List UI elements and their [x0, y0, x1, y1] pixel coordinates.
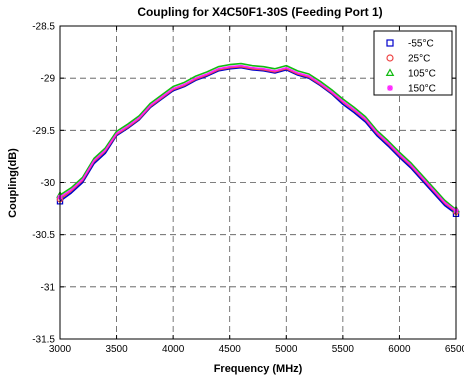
x-tick-label: 6000 — [388, 344, 411, 355]
series-line — [59, 62, 457, 211]
data-point — [386, 39, 394, 47]
x-axis-ticks: 3000 3500 4000 4500 5000 5500 6000 6500 — [49, 26, 464, 355]
legend-item: 150°C — [387, 84, 436, 95]
y-axis-label: Coupling(dB) — [7, 148, 19, 218]
y-tick-label: -31.5 — [32, 335, 55, 346]
x-tick-label: 4500 — [219, 344, 242, 355]
chart-title: Coupling for X4C50F1-30S (Feeding Port 1… — [137, 5, 382, 19]
x-tick-label: 3000 — [49, 344, 72, 355]
x-tick-label: 5000 — [275, 344, 298, 355]
grid-lines — [60, 26, 456, 339]
series-line — [59, 64, 457, 212]
x-tick-label: 3500 — [105, 344, 128, 355]
legend: -55°C 25°C 105°C 150°C — [373, 30, 453, 96]
data-point — [385, 68, 395, 77]
legend-label: 150°C — [408, 84, 436, 95]
legend-item: -55°C — [386, 39, 434, 50]
x-tick-label: 6500 — [445, 344, 464, 355]
y-tick-label: -29 — [41, 74, 56, 85]
y-tick-label: -30.5 — [32, 230, 55, 241]
legend-label: 105°C — [408, 69, 436, 80]
data-point — [386, 54, 394, 62]
series-line — [59, 66, 457, 215]
x-tick-label: 5500 — [332, 344, 355, 355]
y-axis-ticks: -28.5 -29 -29.5 -30 -30.5 -31 -31.5 — [32, 22, 456, 346]
x-tick-label: 4000 — [162, 344, 185, 355]
legend-label: 25°C — [408, 54, 430, 65]
y-tick-label: -28.5 — [32, 22, 55, 33]
legend-label: -55°C — [408, 39, 434, 50]
legend-item: 25°C — [386, 54, 430, 65]
y-tick-label: -29.5 — [32, 126, 55, 137]
x-axis-label: Frequency (MHz) — [214, 363, 303, 375]
data-point — [387, 85, 393, 91]
y-tick-label: -30 — [41, 178, 56, 189]
y-tick-label: -31 — [41, 282, 56, 293]
legend-item: 105°C — [385, 68, 436, 80]
